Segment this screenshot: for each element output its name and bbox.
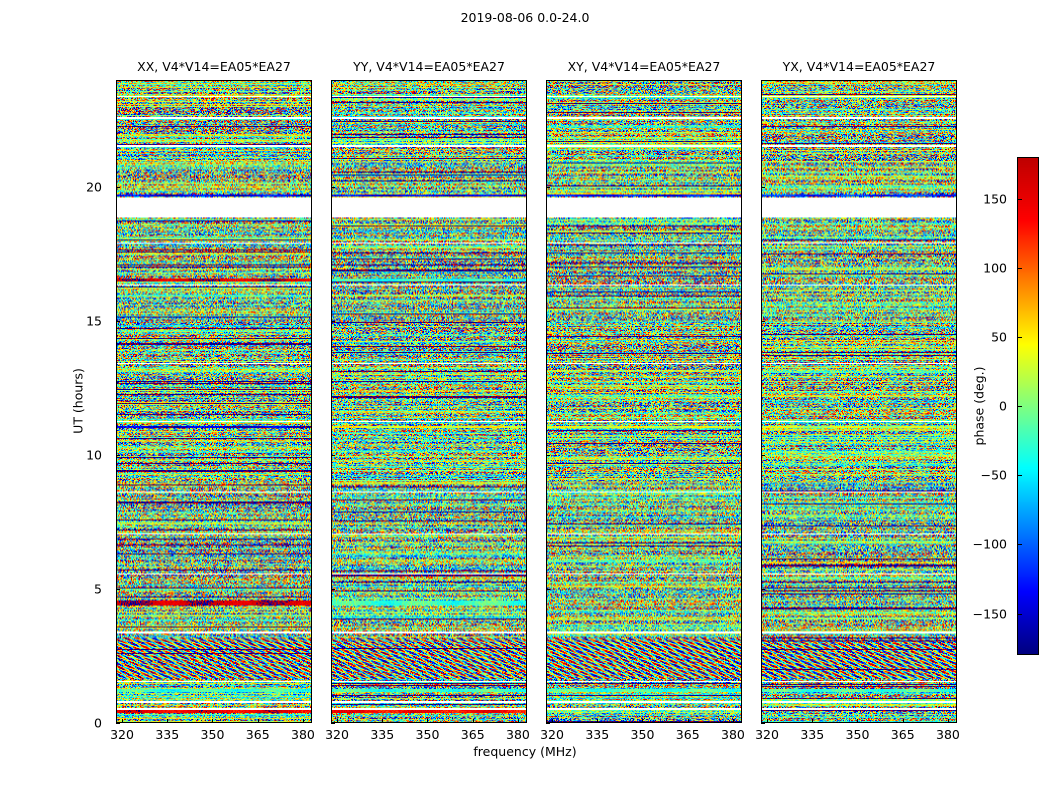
colorbar-tick-mark [1017, 475, 1022, 477]
x-axis-tick-label: 335 [585, 727, 610, 742]
y-axis-tick-label: 10 [86, 447, 102, 463]
x-axis-tick-label: 335 [155, 727, 180, 742]
x-axis-tick-label: 335 [800, 727, 825, 742]
x-axis-tick-label: 380 [721, 727, 745, 742]
y-axis-tick-label: 0 [94, 715, 102, 731]
x-axis-tick-mark [472, 719, 474, 723]
x-axis-tick-mark [427, 719, 429, 723]
colorbar-tick-label: 100 [983, 260, 1007, 276]
colorbar-tick-mark [1017, 613, 1022, 615]
colorbar-tick-mark [1017, 544, 1022, 546]
y-axis-tick-mark [116, 455, 120, 457]
y-axis-tick-mark [761, 455, 765, 457]
x-axis-tick-label: 320 [540, 727, 564, 742]
x-axis-tick-label: 380 [506, 727, 530, 742]
x-axis-tick-label: 335 [370, 727, 395, 742]
colorbar-label: phase (deg.) [971, 366, 987, 446]
x-axis-tick-mark [947, 719, 949, 723]
colorbar-tick-mark [1017, 198, 1022, 200]
x-axis-tick-label: 350 [415, 727, 440, 742]
x-axis-tick-label: 350 [845, 727, 870, 742]
y-axis-tick-mark [546, 723, 550, 724]
y-axis-tick-labels: 0 5 10 15 20 [0, 80, 108, 731]
y-axis-tick-mark [331, 589, 335, 591]
x-axis-tick-label: 320 [110, 727, 134, 742]
x-axis-tick-label: 365 [890, 727, 915, 742]
y-axis-tick-mark [331, 455, 335, 457]
x-axis-tick-label: 380 [936, 727, 960, 742]
x-axis-tick-mark [167, 719, 169, 723]
y-axis-tick-mark [761, 187, 765, 189]
colorbar-tick-label: 50 [991, 329, 1007, 345]
colorbar-tick-label: 150 [983, 191, 1007, 206]
x-axis-tick-label: 365 [460, 727, 485, 742]
colorbar-tick-label: −50 [980, 467, 1007, 483]
colorbar-tick-label: −150 [972, 606, 1007, 621]
y-axis-tick-mark [331, 723, 335, 724]
y-axis-label: UT (hours) [70, 368, 86, 434]
y-axis-tick-mark [546, 187, 550, 189]
x-axis-label: frequency (MHz) [473, 744, 577, 759]
x-axis-tick-mark [552, 719, 554, 723]
x-axis-tick-mark [767, 719, 769, 723]
panel-title-xx: XX, V4*V14=EA05*EA27 [137, 59, 291, 74]
y-axis-tick-mark [761, 589, 765, 591]
x-axis-tick-mark [597, 719, 599, 723]
colorbar-tick-mark [1017, 336, 1022, 338]
colorbar-tick-label: 0 [999, 398, 1007, 414]
panel-title-xy: XY, V4*V14=EA05*EA27 [567, 59, 721, 74]
x-axis-tick-mark [812, 719, 814, 723]
waterfall-panel-yy[interactable] [331, 80, 527, 723]
colorbar-tick-mark [1017, 267, 1022, 269]
waterfall-panel-yx[interactable] [761, 80, 957, 723]
x-axis-tick-mark [382, 719, 384, 723]
x-axis-tick-mark [257, 719, 259, 723]
x-axis-tick-label: 350 [630, 727, 655, 742]
y-axis-tick-mark [546, 589, 550, 591]
x-axis-tick-label: 380 [291, 727, 315, 742]
x-axis-tick-mark [122, 719, 124, 723]
y-axis-tick-mark [116, 321, 120, 323]
x-axis-tick-mark [902, 719, 904, 723]
panel-title-yy: YY, V4*V14=EA05*EA27 [353, 59, 505, 74]
y-axis-tick-mark [331, 187, 335, 189]
x-axis-tick-label: 365 [675, 727, 700, 742]
waterfall-panel-xy[interactable] [546, 80, 742, 723]
x-axis-tick-mark [302, 719, 304, 723]
x-axis-tick-label: 365 [245, 727, 270, 742]
x-axis-tick-mark [687, 719, 689, 723]
x-axis-tick-mark [212, 719, 214, 723]
y-axis-tick-mark [761, 321, 765, 323]
figure-suptitle: 2019-08-06 0.0-24.0 [460, 10, 590, 25]
x-axis-tick-label-group: 320 335 350 365 380 [540, 727, 745, 745]
colorbar-tick-labels: 150 100 50 0 −50 −100 −150 [945, 157, 1011, 655]
x-axis-tick-mark [732, 719, 734, 723]
y-axis-tick-label: 20 [86, 179, 102, 195]
y-axis-tick-mark [116, 589, 120, 591]
x-axis-tick-label-group: 320 335 350 365 380 [755, 727, 960, 745]
colorbar-tick-label: −100 [972, 536, 1007, 552]
x-axis-tick-label-group: 320 335 350 365 380 [325, 727, 530, 745]
x-axis-tick-mark [337, 719, 339, 723]
y-axis-tick-mark [116, 723, 120, 724]
waterfall-panel-xx[interactable] [116, 80, 312, 723]
y-axis-tick-mark [546, 455, 550, 457]
y-axis-tick-label: 5 [94, 581, 102, 597]
x-axis-tick-label: 350 [200, 727, 225, 742]
x-axis-tick-mark [642, 719, 644, 723]
x-axis-tick-mark [857, 719, 859, 723]
x-axis-tick-label: 320 [755, 727, 779, 742]
y-axis-tick-mark [116, 187, 120, 189]
x-axis-tick-mark [517, 719, 519, 723]
panel-title-yx: YX, V4*V14=EA05*EA27 [782, 59, 936, 74]
y-axis-tick-label: 15 [86, 313, 102, 329]
x-axis-tick-label: 320 [325, 727, 349, 742]
y-axis-tick-mark [761, 723, 765, 724]
y-axis-tick-mark [546, 321, 550, 323]
x-axis-tick-label-group: 320 335 350 365 380 [110, 727, 315, 745]
colorbar-tick-mark [1017, 406, 1022, 407]
y-axis-tick-mark [331, 321, 335, 323]
